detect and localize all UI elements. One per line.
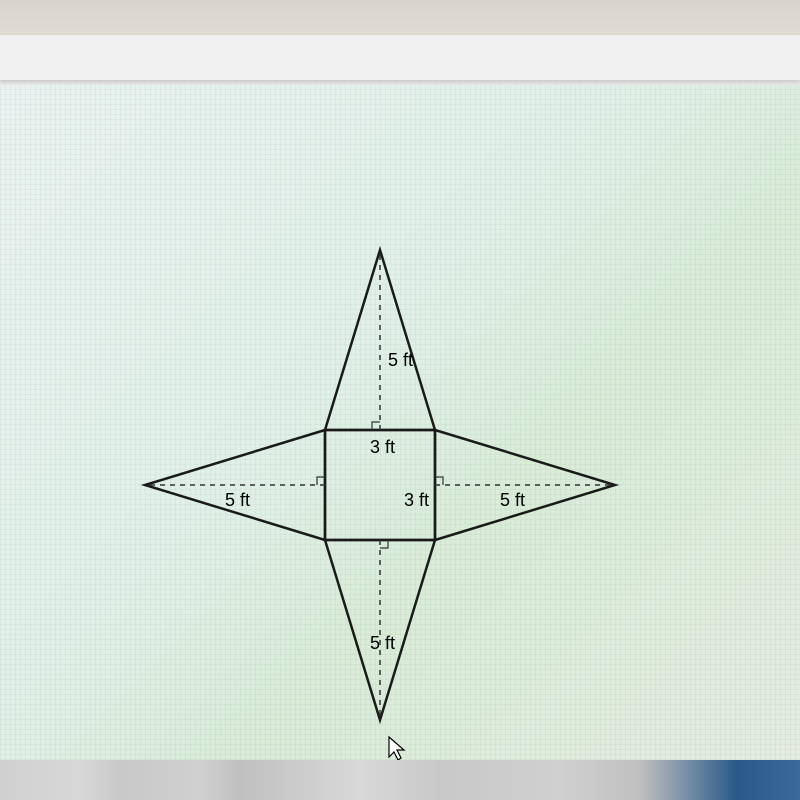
label-bottom-triangle: 5 ft: [370, 633, 395, 654]
label-square-top: 3 ft: [370, 437, 395, 458]
page-header-shadow: [0, 35, 800, 80]
browser-top-bar: [0, 0, 800, 35]
label-right-triangle: 5 ft: [500, 490, 525, 511]
diagram-canvas: 5 ft 5 ft 5 ft 5 ft 3 ft 3 ft: [0, 85, 800, 800]
label-left-triangle: 5 ft: [225, 490, 250, 511]
label-square-right: 3 ft: [404, 490, 429, 511]
cursor-icon: [386, 735, 408, 763]
label-top-triangle: 5 ft: [388, 350, 413, 371]
pyramid-net-diagram: [0, 85, 800, 800]
bottom-toolbar: [0, 760, 800, 800]
